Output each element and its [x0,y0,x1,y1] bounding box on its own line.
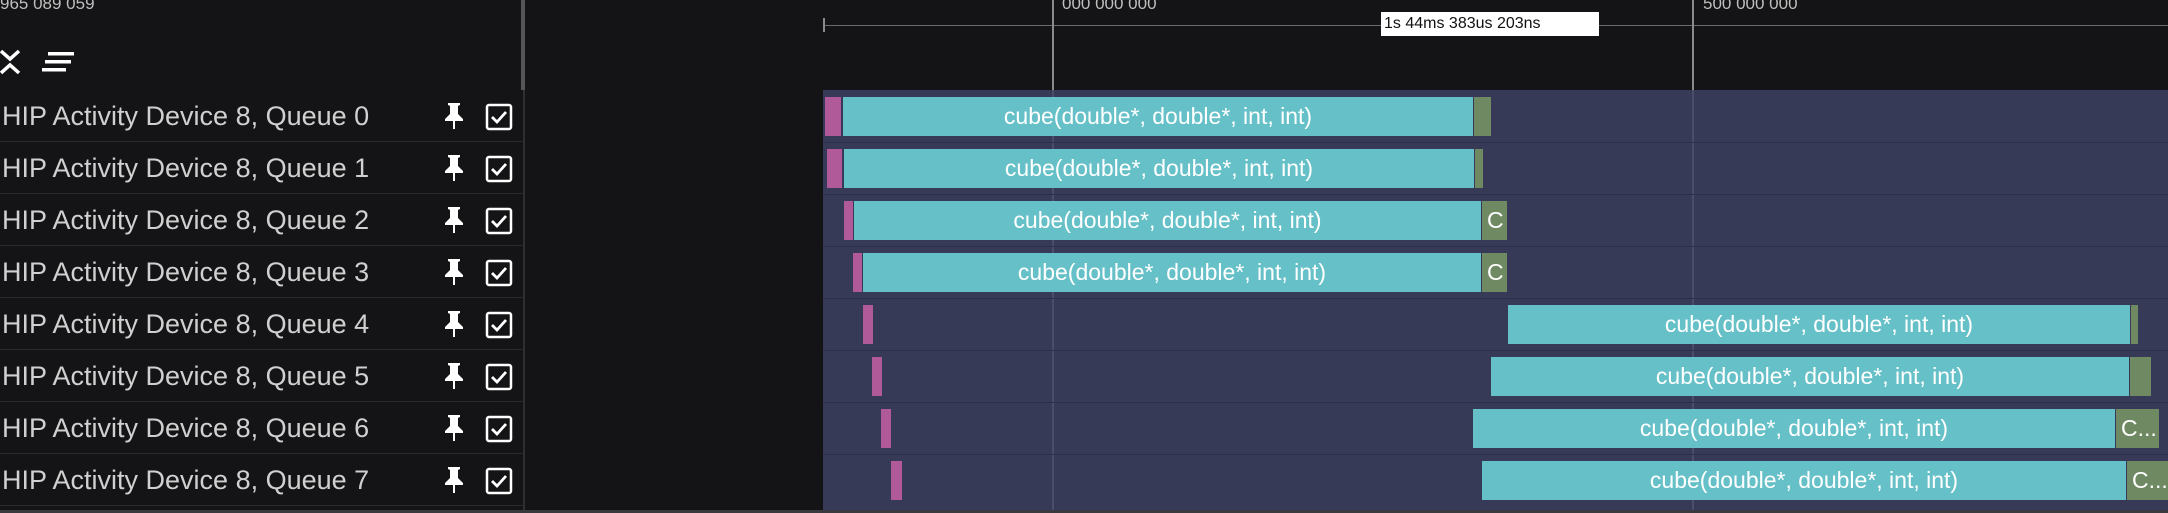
track-row[interactable]: HIP Activity Device 8, Queue 3 [0,246,525,298]
pin-button[interactable] [440,154,468,182]
ruler-tick [1692,0,1694,90]
copy-event[interactable] [2131,305,2138,344]
pin-button[interactable] [440,362,468,390]
track-label: HIP Activity Device 8, Queue 3 [2,257,370,287]
grid-line [1052,90,1054,513]
kernel-event[interactable]: cube(double*, double*, int, int) [1482,461,2126,500]
collapse-all-button[interactable] [0,44,30,80]
row-separator [823,402,2168,403]
kernel-event[interactable]: cube(double*, double*, int, int) [1491,357,2129,396]
pin-icon [445,103,463,129]
track-label: HIP Activity Device 8, Queue 2 [2,205,370,235]
ruler-tick [1052,0,1054,90]
track-row[interactable]: HIP Activity Device 8, Queue 2 [0,194,525,246]
pin-button[interactable] [440,102,468,130]
event-marker[interactable] [825,97,841,136]
row-separator [823,350,2168,351]
row-separator [823,194,2168,195]
track-row[interactable]: HIP Activity Device 8, Queue 6 [0,402,525,454]
track-label: HIP Activity Device 8, Queue 7 [2,465,370,495]
track-label: HIP Activity Device 8, Queue 0 [2,101,370,131]
pin-icon [445,207,463,233]
sort-lines-icon [42,52,74,72]
grid-line [1692,90,1694,513]
event-marker[interactable] [827,149,842,188]
track-row[interactable]: HIP Activity Device 8, Queue 0 [0,90,525,142]
pin-button[interactable] [440,414,468,442]
track-row[interactable]: HIP Activity Device 8, Queue 4 [0,298,525,350]
track-label: HIP Activity Device 8, Queue 6 [2,413,370,443]
left-time-label: 965 089 059 [0,0,95,13]
track-row[interactable]: HIP Activity Device 8, Queue 1 [0,142,525,194]
kernel-event[interactable]: cube(double*, double*, int, int) [1508,305,2130,344]
visibility-checkbox[interactable] [484,362,514,392]
sort-button[interactable] [40,44,80,80]
visibility-checkbox[interactable] [484,466,514,496]
row-separator [823,142,2168,143]
event-marker[interactable] [863,305,873,344]
kernel-event[interactable]: cube(double*, double*, int, int) [843,97,1473,136]
track-row[interactable]: HIP Activity Device 8, Queue 7 [0,454,525,506]
checkbox-checked-icon [485,415,513,443]
pin-icon [445,363,463,389]
kernel-event[interactable]: cube(double*, double*, int, int) [1473,409,2115,448]
header-divider[interactable] [521,0,525,90]
track-row[interactable]: HIP Activity Device 8, Queue 5 [0,350,525,402]
pin-button[interactable] [440,466,468,494]
ruler-tick [823,18,825,32]
pin-icon [445,415,463,441]
track-label: HIP Activity Device 8, Queue 5 [2,361,370,391]
track-list: HIP Activity Device 8, Queue 0 HIP Activ… [0,90,525,513]
checkbox-checked-icon [485,363,513,391]
ruler-label: 500 000 000 [1703,0,1798,13]
event-marker[interactable] [881,409,891,448]
copy-event[interactable] [1474,97,1491,136]
checkbox-checked-icon [485,467,513,495]
copy-event[interactable]: C... [2127,461,2168,500]
ruler-label: 000 000 000 [1062,0,1157,13]
checkbox-checked-icon [485,155,513,183]
event-marker[interactable] [853,253,862,292]
row-separator [823,298,2168,299]
checkbox-checked-icon [485,311,513,339]
visibility-checkbox[interactable] [484,258,514,288]
event-marker[interactable] [844,201,853,240]
timeline-header: 965 089 059 000 000 000 500 000 000 1s 4… [0,0,2168,90]
pin-icon [445,467,463,493]
pin-button[interactable] [440,258,468,286]
kernel-event[interactable]: cube(double*, double*, int, int) [844,149,1474,188]
track-label: HIP Activity Device 8, Queue 4 [2,309,370,339]
visibility-checkbox[interactable] [484,414,514,444]
timeline-gutter [525,90,823,513]
copy-event[interactable]: C [1482,201,1507,240]
copy-event[interactable] [1475,149,1483,188]
pin-button[interactable] [440,310,468,338]
panel-splitter[interactable] [523,90,525,513]
pin-icon [445,259,463,285]
kernel-event[interactable]: cube(double*, double*, int, int) [863,253,1481,292]
visibility-checkbox[interactable] [484,102,514,132]
event-marker[interactable] [872,357,882,396]
cursor-time-tooltip: 1s 44ms 383us 203ns [1381,12,1599,36]
copy-event[interactable] [2130,357,2151,396]
visibility-checkbox[interactable] [484,310,514,340]
track-label: HIP Activity Device 8, Queue 1 [2,153,370,183]
visibility-checkbox[interactable] [484,154,514,184]
checkbox-checked-icon [485,103,513,131]
copy-event[interactable]: C... [2116,409,2159,448]
row-separator [823,246,2168,247]
checkbox-checked-icon [485,259,513,287]
row-separator [823,454,2168,455]
event-marker[interactable] [891,461,902,500]
visibility-checkbox[interactable] [484,206,514,236]
pin-button[interactable] [440,206,468,234]
checkbox-checked-icon [485,207,513,235]
bottom-border [0,510,2168,513]
pin-icon [445,155,463,181]
kernel-event[interactable]: cube(double*, double*, int, int) [854,201,1481,240]
collapse-icon [0,49,21,75]
copy-event[interactable]: C [1482,253,1507,292]
pin-icon [445,311,463,337]
timeline-track-area[interactable]: cube(double*, double*, int, int) cube(do… [823,90,2168,513]
